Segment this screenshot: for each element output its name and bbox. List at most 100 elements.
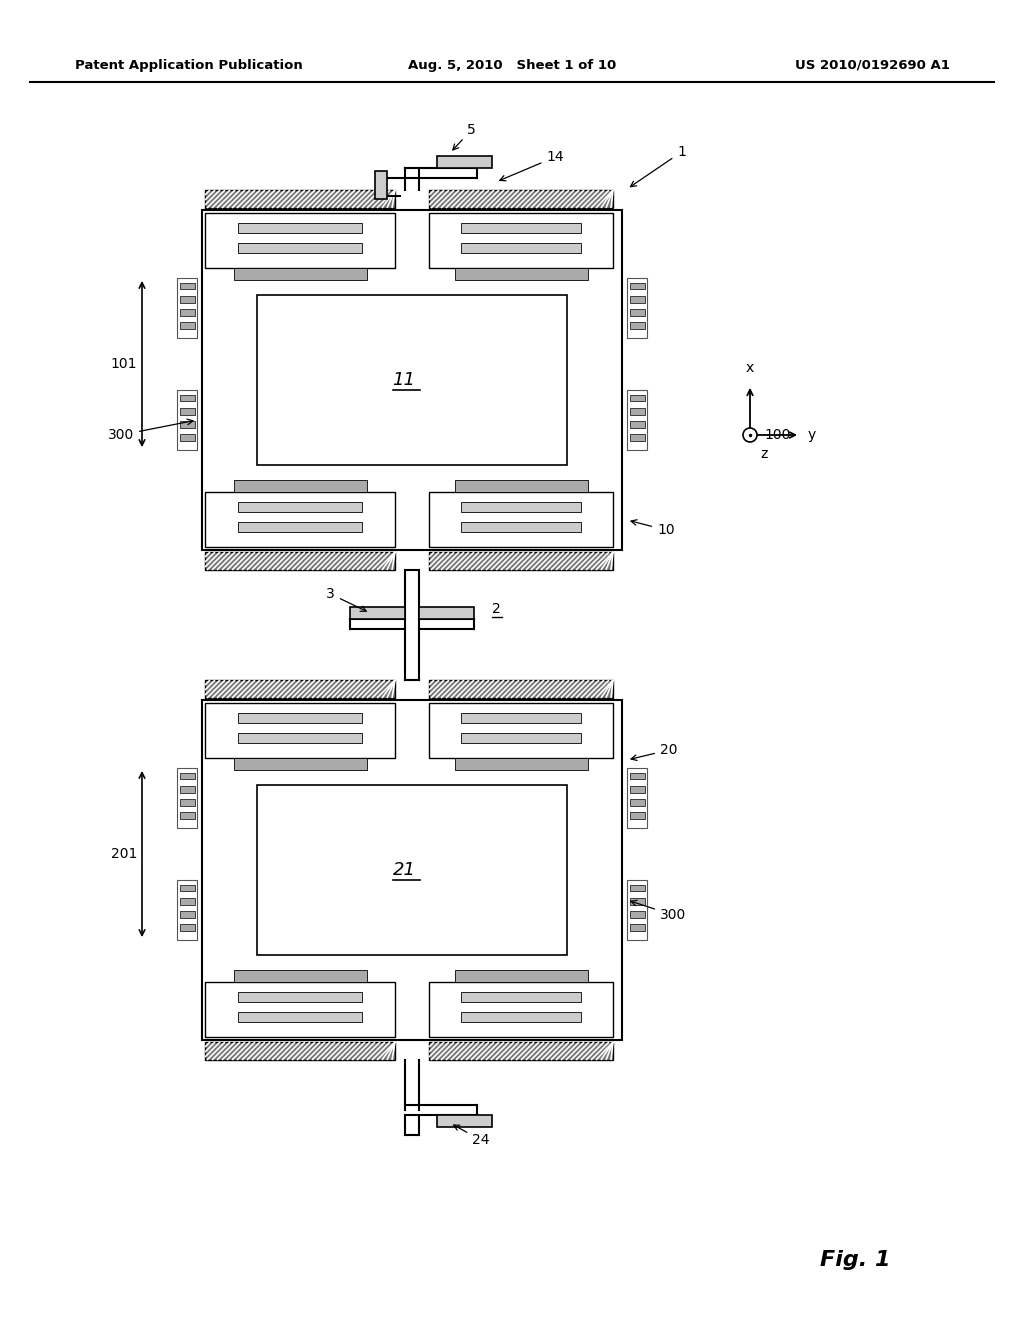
- Bar: [455, 480, 588, 492]
- Bar: [461, 223, 581, 234]
- Bar: [179, 421, 195, 428]
- Bar: [429, 190, 613, 209]
- Bar: [257, 785, 567, 954]
- Bar: [429, 1041, 613, 1060]
- Bar: [429, 704, 613, 758]
- Bar: [239, 733, 361, 743]
- Bar: [630, 421, 644, 428]
- Text: 300: 300: [631, 900, 686, 921]
- Bar: [205, 190, 395, 209]
- Text: 201: 201: [111, 847, 137, 861]
- Text: Aug. 5, 2010   Sheet 1 of 10: Aug. 5, 2010 Sheet 1 of 10: [408, 58, 616, 71]
- Text: 11: 11: [392, 371, 416, 389]
- Text: z: z: [760, 447, 767, 461]
- Bar: [239, 502, 361, 512]
- Bar: [455, 268, 588, 280]
- Bar: [630, 282, 644, 289]
- Bar: [205, 492, 395, 546]
- Bar: [239, 1012, 361, 1022]
- Bar: [177, 880, 197, 940]
- Bar: [205, 982, 395, 1038]
- Bar: [239, 993, 361, 1002]
- Bar: [205, 552, 395, 570]
- Text: 3: 3: [327, 587, 367, 611]
- Bar: [461, 713, 581, 723]
- Text: 2: 2: [492, 602, 501, 616]
- Bar: [627, 880, 647, 940]
- Bar: [177, 768, 197, 828]
- Text: x: x: [745, 360, 754, 375]
- Bar: [627, 279, 647, 338]
- Bar: [630, 799, 644, 807]
- Bar: [233, 480, 367, 492]
- Text: 100: 100: [764, 428, 791, 442]
- Bar: [429, 492, 613, 546]
- Bar: [375, 172, 387, 199]
- Text: y: y: [808, 428, 816, 442]
- Bar: [630, 924, 644, 931]
- Bar: [179, 282, 195, 289]
- Bar: [455, 970, 588, 982]
- Bar: [179, 395, 195, 401]
- Bar: [205, 704, 395, 758]
- Bar: [630, 812, 644, 820]
- Bar: [179, 924, 195, 931]
- Bar: [630, 884, 644, 891]
- Bar: [179, 911, 195, 917]
- Bar: [437, 156, 492, 168]
- Bar: [630, 898, 644, 904]
- Bar: [627, 389, 647, 450]
- Text: Fig. 1: Fig. 1: [820, 1250, 891, 1270]
- Bar: [179, 309, 195, 315]
- Bar: [461, 243, 581, 253]
- Bar: [239, 523, 361, 532]
- Bar: [205, 680, 395, 698]
- Bar: [177, 279, 197, 338]
- Bar: [630, 309, 644, 315]
- Bar: [429, 680, 613, 698]
- Bar: [205, 213, 395, 268]
- Bar: [630, 911, 644, 917]
- Bar: [461, 733, 581, 743]
- Bar: [630, 408, 644, 414]
- Text: 20: 20: [631, 743, 678, 760]
- Text: 21: 21: [392, 861, 416, 879]
- Bar: [630, 434, 644, 441]
- Bar: [179, 785, 195, 793]
- Bar: [350, 607, 406, 619]
- Bar: [627, 768, 647, 828]
- Bar: [630, 785, 644, 793]
- Text: Patent Application Publication: Patent Application Publication: [75, 58, 303, 71]
- Bar: [257, 294, 567, 465]
- Bar: [239, 223, 361, 234]
- Bar: [630, 395, 644, 401]
- Bar: [429, 213, 613, 268]
- Bar: [179, 812, 195, 820]
- Text: 10: 10: [631, 520, 675, 537]
- Bar: [630, 296, 644, 302]
- Bar: [437, 1115, 492, 1127]
- Bar: [461, 1012, 581, 1022]
- Text: 101: 101: [111, 356, 137, 371]
- Bar: [233, 758, 367, 770]
- Bar: [177, 389, 197, 450]
- Bar: [461, 502, 581, 512]
- Bar: [179, 898, 195, 904]
- Bar: [630, 322, 644, 329]
- Bar: [233, 268, 367, 280]
- Text: 14: 14: [500, 150, 564, 181]
- Bar: [461, 993, 581, 1002]
- Circle shape: [743, 428, 757, 442]
- Text: 24: 24: [454, 1125, 489, 1147]
- Bar: [179, 799, 195, 807]
- Bar: [630, 772, 644, 780]
- Bar: [233, 970, 367, 982]
- Text: 5: 5: [453, 123, 476, 150]
- Bar: [429, 982, 613, 1038]
- Bar: [455, 758, 588, 770]
- Text: 300: 300: [108, 420, 193, 442]
- Bar: [461, 523, 581, 532]
- Bar: [419, 607, 474, 619]
- Bar: [239, 243, 361, 253]
- Bar: [202, 700, 622, 1040]
